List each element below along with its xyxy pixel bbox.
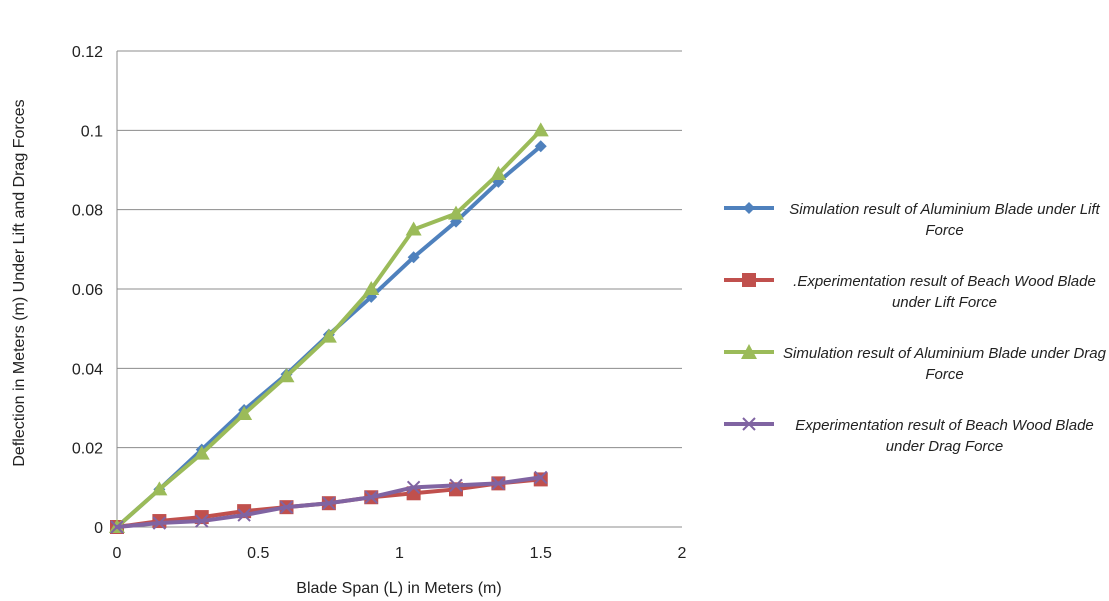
x-tick-label: 0 xyxy=(113,545,122,562)
data-point-x xyxy=(152,516,167,530)
legend-label: Simulation result of Aluminium Blade und… xyxy=(789,201,1100,239)
legend-item-beechwood-drag: Experimentation result of Beach Wood Bla… xyxy=(722,411,1107,483)
y-tick-label: 0.12 xyxy=(72,44,103,61)
data-point-x xyxy=(534,470,548,485)
legend: Simulation result of Aluminium Blade und… xyxy=(722,195,1107,483)
x-axis-title: Blade Span (L) in Meters (m) xyxy=(296,580,501,597)
legend-item-aluminium-drag: Simulation result of Aluminium Blade und… xyxy=(722,339,1107,411)
legend-label: .Experimentation result of Beach Wood Bl… xyxy=(793,273,1096,311)
y-tick-label: 0.04 xyxy=(72,361,103,378)
legend-swatch-green-triangle xyxy=(724,344,774,359)
x-tick-labels: 0 0.5 1 1.5 2 xyxy=(113,545,687,562)
data-point-triangle xyxy=(320,328,337,343)
series-3 xyxy=(110,470,548,534)
data-point-x xyxy=(449,478,463,493)
y-axis-title: Deflection in Meters (m) Under Lift and … xyxy=(11,99,28,466)
data-point-x xyxy=(195,514,209,528)
data-point-x xyxy=(364,490,378,504)
x-tick-label: 1 xyxy=(395,545,404,562)
data-point-triangle xyxy=(236,405,253,420)
data-point-x xyxy=(322,496,336,510)
data-point-triangle xyxy=(532,122,549,137)
legend-swatch-blue-diamond xyxy=(724,202,774,214)
axes xyxy=(116,51,682,528)
data-point-x xyxy=(237,508,251,522)
legend-label: Experimentation result of Beach Wood Bla… xyxy=(795,417,1094,455)
y-tick-label: 0 xyxy=(94,520,103,537)
series-lines xyxy=(109,122,549,534)
series-2 xyxy=(109,122,549,533)
grid-lines xyxy=(117,50,682,449)
y-tick-label: 0.06 xyxy=(72,282,103,299)
data-point-triangle xyxy=(363,281,380,295)
x-tick-label: 0.5 xyxy=(247,545,269,562)
data-point-x xyxy=(279,500,294,514)
x-tick-label: 1.5 xyxy=(530,545,552,562)
data-point-diamond xyxy=(534,140,547,153)
legend-item-aluminium-lift: Simulation result of Aluminium Blade und… xyxy=(722,195,1107,267)
legend-item-beechwood-lift: .Experimentation result of Beach Wood Bl… xyxy=(722,267,1107,339)
y-tick-labels: 0 0.02 0.04 0.06 0.08 0.1 0.12 xyxy=(72,44,103,537)
legend-label: Simulation result of Aluminium Blade und… xyxy=(783,345,1106,383)
data-point-x xyxy=(406,480,421,495)
legend-swatch-purple-x xyxy=(724,417,774,431)
y-tick-label: 0.02 xyxy=(72,441,103,458)
data-point-triangle xyxy=(278,368,295,383)
data-point-triangle xyxy=(193,445,210,460)
x-tick-label: 2 xyxy=(678,545,687,562)
legend-swatch-red-square xyxy=(724,273,774,287)
data-point-triangle xyxy=(490,165,507,180)
data-point-triangle xyxy=(405,221,422,236)
y-tick-label: 0.08 xyxy=(72,203,103,220)
y-tick-label: 0.1 xyxy=(81,123,103,140)
data-point-x xyxy=(110,520,124,534)
data-point-triangle xyxy=(151,481,168,496)
data-point-x xyxy=(491,476,506,491)
data-point-triangle xyxy=(448,205,464,220)
data-point-diamond xyxy=(407,251,420,264)
